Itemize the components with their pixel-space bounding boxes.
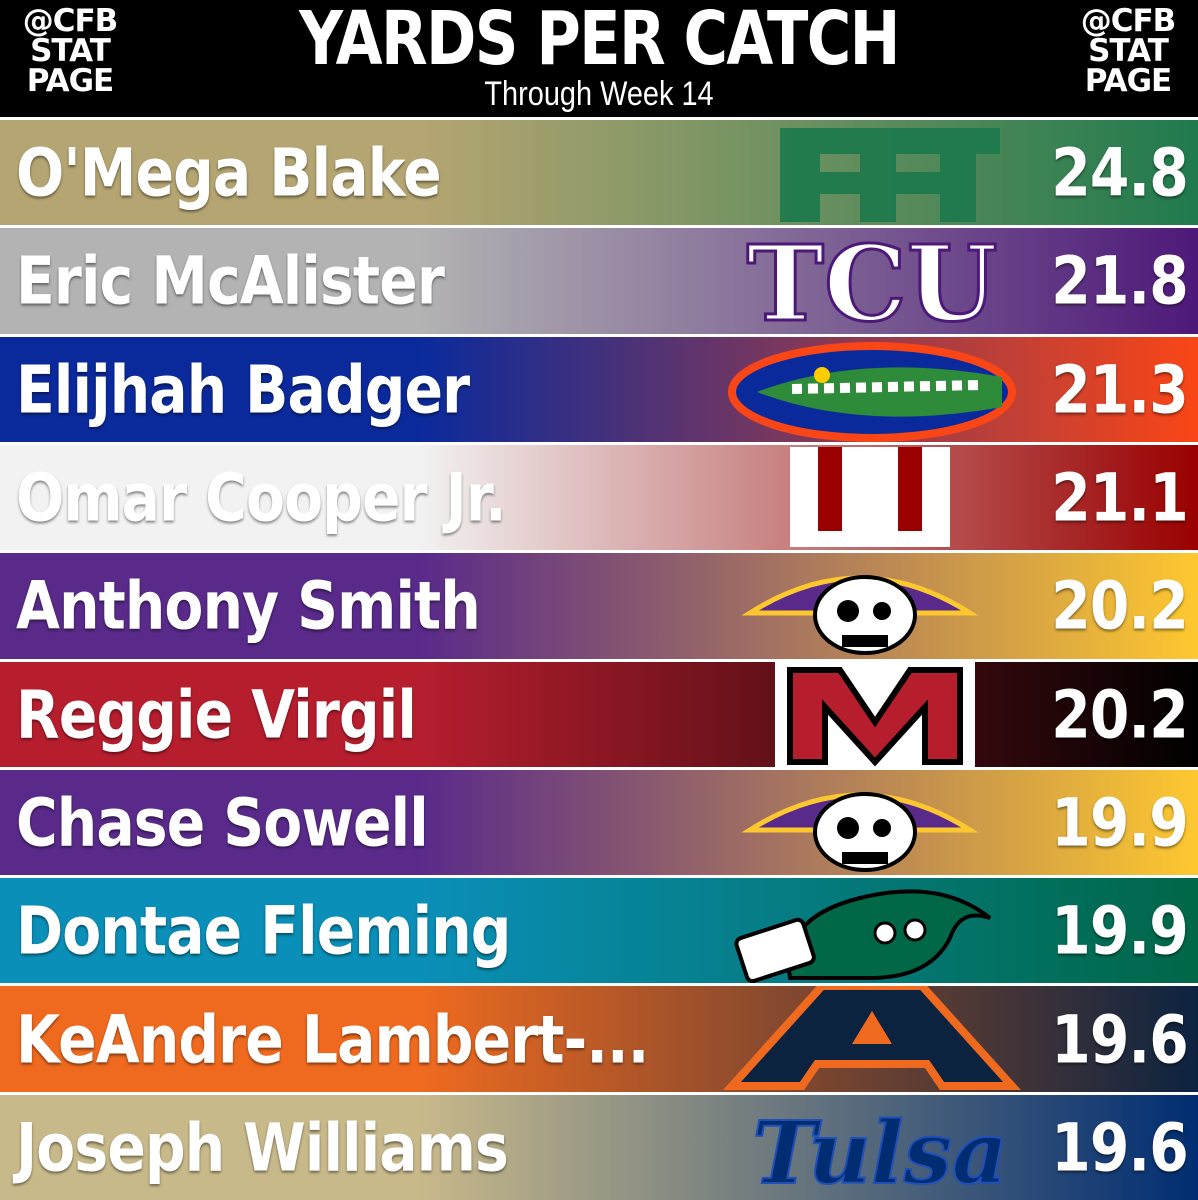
chart-title: YARDS PER CATCH: [299, 0, 900, 82]
handle-left: @CFB STAT PAGE: [0, 3, 140, 99]
table-row: Chase Sowell 19.9: [0, 766, 1198, 877]
yards-per-catch-value: 21.3: [1051, 351, 1188, 429]
yards-per-catch-value: 19.6: [1051, 1109, 1188, 1187]
yards-per-catch-value: 21.8: [1051, 242, 1188, 320]
player-name: KeAndre Lambert-...: [16, 1001, 649, 1079]
handle-left-line: STAT: [30, 33, 111, 69]
yards-per-catch-value: 21.1: [1051, 459, 1188, 537]
table-row: Reggie Virgil 20.2: [0, 658, 1198, 768]
table-row: Tulsa Joseph Williams 19.6: [0, 1091, 1198, 1200]
yards-per-catch-value: 19.9: [1051, 784, 1188, 862]
handle-right-line: STAT: [1088, 33, 1169, 69]
indiana-logo: [770, 445, 970, 551]
table-row: Elijhah Badger 21.3: [0, 333, 1198, 443]
header: @CFB STAT PAGE YARDS PER CATCH Through W…: [0, 0, 1198, 117]
yards-per-catch-value: 20.2: [1051, 676, 1188, 754]
handle-left-line: @CFB: [22, 3, 119, 39]
charlotte-logo: [760, 120, 1060, 226]
rows-list: O'Mega Blake 24.8 TCU Eric McAlister 21.8 Eli…: [0, 117, 1198, 1200]
yards-per-catch-value: 19.9: [1051, 892, 1188, 970]
player-name: Elijhah Badger: [16, 351, 470, 429]
table-row: TCU Eric McAlister 21.8: [0, 225, 1198, 335]
handle-right: @CFB STAT PAGE: [1058, 3, 1198, 99]
table-row: O'Mega Blake 24.8: [0, 117, 1198, 227]
player-name: Chase Sowell: [16, 784, 429, 862]
svg-text:TCU: TCU: [747, 228, 998, 333]
player-name: Eric McAlister: [16, 242, 445, 320]
table-row: Anthony Smith 20.2: [0, 550, 1198, 660]
miami-oh-logo: [755, 661, 995, 768]
player-name: Joseph Williams: [16, 1109, 509, 1187]
handle-left-line: PAGE: [26, 63, 115, 99]
handle-right-line: PAGE: [1084, 63, 1173, 99]
player-name: Reggie Virgil: [16, 676, 417, 754]
player-name: Omar Cooper Jr.: [16, 459, 507, 537]
tulsa-logo: Tulsa: [730, 1095, 1030, 1200]
yards-per-catch-value: 24.8: [1051, 134, 1188, 212]
tulane-wave-logo: [720, 878, 1020, 984]
player-name: Anthony Smith: [16, 567, 481, 645]
florida-gator-logo: [712, 337, 1032, 443]
player-name: Dontae Fleming: [16, 892, 511, 970]
table-row: Dontae Fleming 19.9: [0, 875, 1198, 985]
yards-per-catch-value: 19.6: [1051, 1001, 1188, 1079]
player-name: O'Mega Blake: [16, 134, 442, 212]
table-row: KeAndre Lambert-... 19.6: [0, 983, 1198, 1093]
svg-text:Tulsa: Tulsa: [752, 1103, 1007, 1200]
ecu-pirate-logo: [730, 770, 990, 876]
handle-right-line: @CFB: [1080, 3, 1177, 39]
table-row: Omar Cooper Jr. 21.1: [0, 441, 1198, 552]
tcu-logo: TCU: [712, 228, 1032, 334]
chart-subtitle: Through Week 14: [484, 75, 714, 113]
yards-per-catch-value: 20.2: [1051, 567, 1188, 645]
auburn-logo: [712, 986, 1032, 1092]
ecu-pirate-logo: [730, 553, 990, 659]
